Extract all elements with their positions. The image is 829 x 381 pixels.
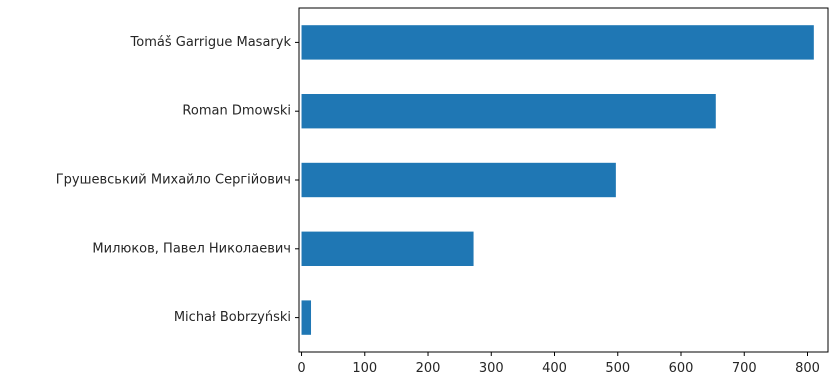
x-axis-ticks: 0 100 200 300 400 500 600 700 800: [297, 352, 820, 376]
bars-group: [301, 25, 814, 335]
x-tick-label: 300: [479, 361, 504, 376]
x-tick-label: 600: [669, 361, 694, 376]
bar-0: [301, 25, 814, 60]
y-tick-label: Милюков, Павел Николаевич: [92, 241, 291, 256]
bar-4: [301, 300, 312, 335]
plot-frame: [298, 7, 829, 353]
bar-2: [301, 162, 616, 198]
y-tick-label: Roman Dmowski: [182, 104, 291, 119]
x-tick-label: 0: [297, 361, 305, 376]
x-tick-label: 200: [416, 361, 441, 376]
x-tick-label: 100: [352, 361, 377, 376]
x-tick-label: 500: [605, 361, 630, 376]
y-tick-label: Грушевський Михайло Сергійович: [56, 173, 291, 188]
y-tick-label: Tomáš Garrigue Masaryk: [130, 35, 292, 50]
bar-3: [301, 231, 474, 266]
bar-1: [301, 94, 716, 129]
y-axis-ticks: Tomáš Garrigue Masaryk Roman Dmowski Груше…: [56, 35, 299, 325]
x-tick-label: 800: [795, 361, 820, 376]
x-tick-label: 400: [542, 361, 567, 376]
y-tick-label: Michał Bobrzyński: [174, 310, 291, 325]
x-tick-label: 700: [732, 361, 757, 376]
